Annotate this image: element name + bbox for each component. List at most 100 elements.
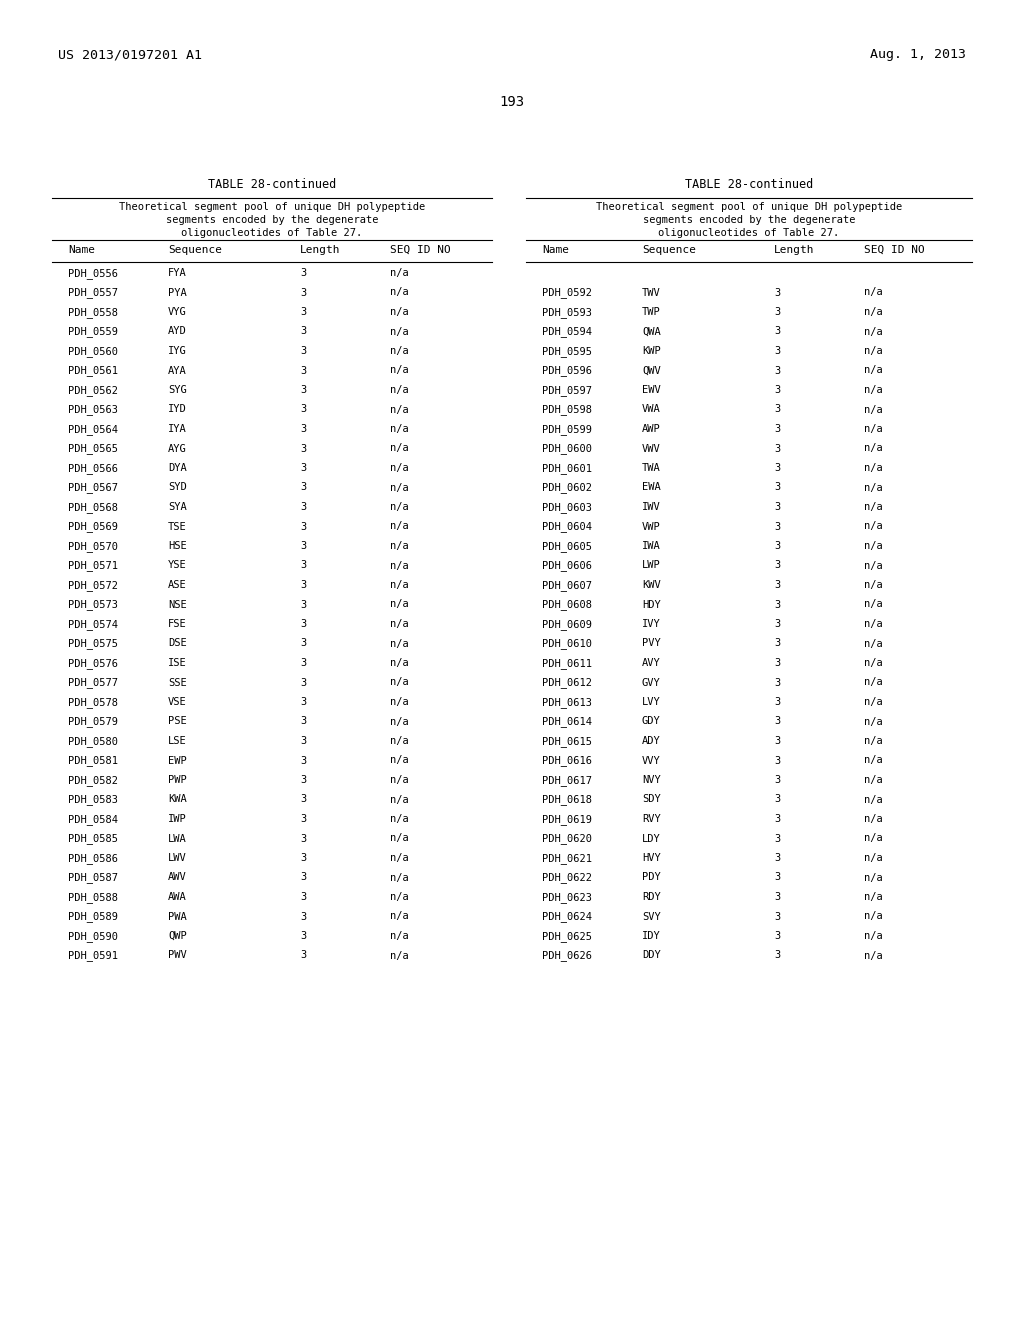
Text: 3: 3 (300, 308, 306, 317)
Text: 3: 3 (774, 873, 780, 883)
Text: n/a: n/a (390, 697, 409, 708)
Text: 3: 3 (300, 717, 306, 726)
Text: PDH_0567: PDH_0567 (68, 483, 118, 494)
Text: AWA: AWA (168, 892, 186, 902)
Text: 3: 3 (774, 424, 780, 434)
Text: n/a: n/a (864, 483, 883, 492)
Text: 3: 3 (774, 677, 780, 688)
Text: Theoretical segment pool of unique DH polypeptide: Theoretical segment pool of unique DH po… (596, 202, 902, 213)
Text: n/a: n/a (864, 346, 883, 356)
Text: PDH_0614: PDH_0614 (542, 717, 592, 727)
Text: PDH_0562: PDH_0562 (68, 385, 118, 396)
Text: KWV: KWV (642, 579, 660, 590)
Text: EWA: EWA (642, 483, 660, 492)
Text: DSE: DSE (168, 639, 186, 648)
Text: PDH_0623: PDH_0623 (542, 892, 592, 903)
Text: n/a: n/a (390, 814, 409, 824)
Text: n/a: n/a (864, 639, 883, 648)
Text: 3: 3 (774, 697, 780, 708)
Text: TABLE 28-continued: TABLE 28-continued (685, 178, 813, 191)
Text: PDH_0575: PDH_0575 (68, 639, 118, 649)
Text: PDH_0620: PDH_0620 (542, 833, 592, 845)
Text: PDH_0583: PDH_0583 (68, 795, 118, 805)
Text: FYA: FYA (168, 268, 186, 279)
Text: n/a: n/a (864, 502, 883, 512)
Text: PDH_0611: PDH_0611 (542, 657, 592, 669)
Text: Aug. 1, 2013: Aug. 1, 2013 (870, 48, 966, 61)
Text: DDY: DDY (642, 950, 660, 961)
Text: 3: 3 (774, 657, 780, 668)
Text: GDY: GDY (642, 717, 660, 726)
Text: n/a: n/a (390, 561, 409, 570)
Text: TABLE 28-continued: TABLE 28-continued (208, 178, 336, 191)
Text: n/a: n/a (390, 639, 409, 648)
Text: PSE: PSE (168, 717, 186, 726)
Text: PDH_0587: PDH_0587 (68, 873, 118, 883)
Text: PDH_0566: PDH_0566 (68, 463, 118, 474)
Text: SYG: SYG (168, 385, 186, 395)
Text: EWV: EWV (642, 385, 660, 395)
Text: 3: 3 (300, 833, 306, 843)
Text: PDH_0616: PDH_0616 (542, 755, 592, 767)
Text: 3: 3 (300, 737, 306, 746)
Text: PDH_0606: PDH_0606 (542, 561, 592, 572)
Text: 3: 3 (300, 657, 306, 668)
Text: Name: Name (68, 246, 95, 255)
Text: n/a: n/a (864, 833, 883, 843)
Text: VYG: VYG (168, 308, 186, 317)
Text: PDH_0591: PDH_0591 (68, 950, 118, 961)
Text: LSE: LSE (168, 737, 186, 746)
Text: oligonucleotides of Table 27.: oligonucleotides of Table 27. (181, 228, 362, 238)
Text: 3: 3 (300, 853, 306, 863)
Text: n/a: n/a (390, 950, 409, 961)
Text: segments encoded by the degenerate: segments encoded by the degenerate (643, 215, 855, 224)
Text: 3: 3 (300, 268, 306, 279)
Text: n/a: n/a (390, 931, 409, 941)
Text: 3: 3 (300, 950, 306, 961)
Text: n/a: n/a (864, 366, 883, 375)
Text: DYA: DYA (168, 463, 186, 473)
Text: n/a: n/a (864, 288, 883, 297)
Text: PDH_0621: PDH_0621 (542, 853, 592, 863)
Text: n/a: n/a (864, 326, 883, 337)
Text: PDH_0619: PDH_0619 (542, 814, 592, 825)
Text: PDH_0603: PDH_0603 (542, 502, 592, 513)
Text: YSE: YSE (168, 561, 186, 570)
Text: PDH_0585: PDH_0585 (68, 833, 118, 845)
Text: TWV: TWV (642, 288, 660, 297)
Text: PDH_0602: PDH_0602 (542, 483, 592, 494)
Text: n/a: n/a (864, 521, 883, 532)
Text: n/a: n/a (390, 346, 409, 356)
Text: 3: 3 (774, 892, 780, 902)
Text: HVY: HVY (642, 853, 660, 863)
Text: n/a: n/a (390, 755, 409, 766)
Text: PDH_0624: PDH_0624 (542, 912, 592, 923)
Text: n/a: n/a (864, 424, 883, 434)
Text: n/a: n/a (864, 561, 883, 570)
Text: PDH_0615: PDH_0615 (542, 737, 592, 747)
Text: n/a: n/a (390, 853, 409, 863)
Text: US 2013/0197201 A1: US 2013/0197201 A1 (58, 48, 202, 61)
Text: 3: 3 (300, 502, 306, 512)
Text: n/a: n/a (390, 873, 409, 883)
Text: n/a: n/a (390, 619, 409, 630)
Text: n/a: n/a (390, 366, 409, 375)
Text: PDH_0601: PDH_0601 (542, 463, 592, 474)
Text: n/a: n/a (390, 677, 409, 688)
Text: 3: 3 (300, 366, 306, 375)
Text: 3: 3 (774, 950, 780, 961)
Text: 3: 3 (774, 366, 780, 375)
Text: PDH_0618: PDH_0618 (542, 795, 592, 805)
Text: 3: 3 (774, 346, 780, 356)
Text: 3: 3 (300, 385, 306, 395)
Text: SDY: SDY (642, 795, 660, 804)
Text: n/a: n/a (864, 795, 883, 804)
Text: PDH_0572: PDH_0572 (68, 579, 118, 591)
Text: VWV: VWV (642, 444, 660, 454)
Text: n/a: n/a (864, 385, 883, 395)
Text: VSE: VSE (168, 697, 186, 708)
Text: 3: 3 (774, 912, 780, 921)
Text: PDH_0608: PDH_0608 (542, 599, 592, 610)
Text: PDH_0560: PDH_0560 (68, 346, 118, 356)
Text: AYA: AYA (168, 366, 186, 375)
